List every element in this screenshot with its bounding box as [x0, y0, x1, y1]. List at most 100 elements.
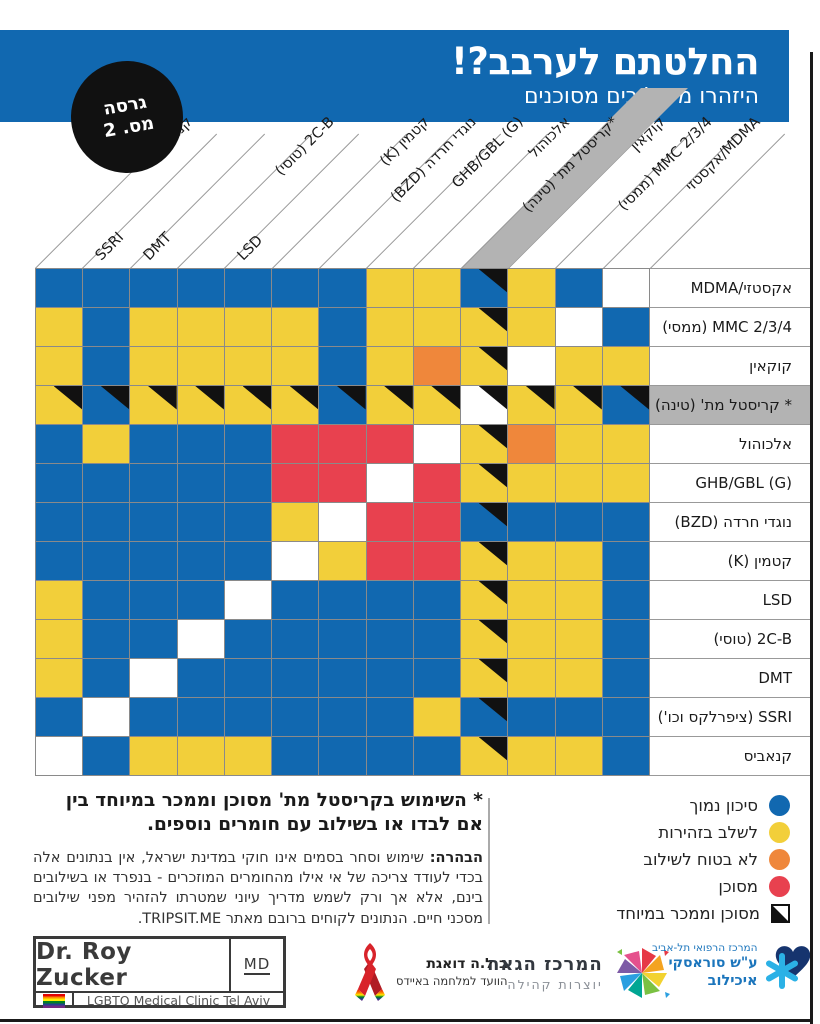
matrix-cell	[272, 737, 319, 775]
matrix-cell	[83, 542, 130, 580]
matrix-cell	[177, 620, 224, 658]
row-label-text: MMC 2/3/4 (ממסי)	[662, 318, 792, 336]
addictive-triangle-icon	[478, 386, 508, 410]
matrix-cell	[555, 308, 602, 346]
matrix-cell	[319, 542, 366, 580]
matrix-cell	[177, 464, 224, 502]
matrix-cell	[177, 308, 224, 346]
matrix-cell	[224, 503, 272, 541]
row-label-text: אלכוהול	[739, 435, 792, 453]
matrix-cell	[461, 542, 508, 580]
matrix-cell	[319, 581, 366, 619]
matrix-cell	[83, 737, 130, 775]
matrix-cell	[366, 269, 413, 307]
zucker-md: MD	[243, 955, 271, 975]
matrix-cell	[36, 581, 83, 619]
matrix-cell	[36, 464, 83, 502]
addictive-triangle-icon	[478, 620, 508, 644]
row-label-text: קוקאין	[749, 357, 792, 375]
notes-block: * השימוש בקריסטל מת' מסוכן וממכר במיוחד …	[33, 789, 483, 929]
matrix-cell	[366, 347, 413, 385]
matrix-cell	[366, 659, 413, 697]
matrix-cell	[319, 659, 366, 697]
matrix-cell	[130, 503, 177, 541]
row-label-text: 2C-B (טוסי)	[713, 630, 792, 648]
zucker-logo: Dr. Roy Zucker MD LGBTQ Medical Clinic T…	[33, 936, 286, 1008]
matrix-cell	[83, 620, 130, 658]
page-title: החלטתם לערבב?!	[450, 39, 760, 83]
matrix-cell	[224, 347, 272, 385]
row-label-text: SSRI (ציפרלקס וכו')	[657, 708, 792, 726]
matrix-cell	[36, 269, 83, 307]
matrix-cell	[272, 386, 319, 424]
crystal-footnote: * השימוש בקריסטל מת' מסוכן וממכר במיוחד …	[65, 790, 483, 836]
matrix-cell	[130, 308, 177, 346]
matrix-cell	[130, 347, 177, 385]
matrix-cell	[319, 503, 366, 541]
addictive-triangle-icon	[573, 386, 602, 410]
matrix-cell	[555, 347, 602, 385]
matrix-cell	[366, 464, 413, 502]
matrix-cell	[319, 269, 366, 307]
row-label-text: GHB/GBL (G)	[695, 474, 792, 492]
matrix-cell	[602, 659, 649, 697]
matrix-cell	[508, 308, 555, 346]
matrix-cell	[602, 464, 649, 502]
addictive-triangle-icon	[336, 386, 366, 410]
matrix-cell	[83, 698, 130, 736]
matrix-cell	[461, 464, 508, 502]
matrix-cell	[413, 308, 461, 346]
matrix-cell	[413, 542, 461, 580]
matrix-cell	[224, 542, 272, 580]
pride-line2: יוצרות קהילה	[507, 977, 603, 992]
matrix-cell	[602, 269, 649, 307]
matrix-cell	[413, 386, 461, 424]
legend-item: מסוכן וממכר במיוחד	[497, 900, 790, 927]
addictive-triangle-icon	[53, 386, 83, 410]
matrix-cell	[36, 386, 83, 424]
matrix-cell	[602, 425, 649, 463]
matrix-cell	[83, 503, 130, 541]
legend-label: לא בטוח לשילוב	[643, 850, 758, 869]
matrix-cell	[83, 425, 130, 463]
matrix-cell	[366, 620, 413, 658]
matrix-cell	[224, 620, 272, 658]
matrix-cell	[224, 659, 272, 697]
disclaimer: הבהרה: שימוש וסחר בסמים אינו חוקי במדינת…	[33, 848, 483, 929]
matrix-cell	[130, 542, 177, 580]
matrix-cell	[508, 503, 555, 541]
addictive-triangle-icon	[478, 737, 508, 761]
addictive-triangle-icon	[242, 386, 272, 410]
row-label: * קריסטל מת' (טינה)	[650, 386, 812, 425]
matrix-cell	[272, 425, 319, 463]
legend-circle-icon	[769, 876, 790, 897]
aids-committee-logo: ב.ל.ה דואגת הוועד למלחמה באיידס	[352, 940, 508, 1004]
addictive-triangle-icon	[478, 308, 508, 332]
matrix-cell	[177, 347, 224, 385]
matrix-cell	[272, 581, 319, 619]
matrix-cell	[319, 425, 366, 463]
matrix-cell	[413, 698, 461, 736]
matrix-cell	[224, 581, 272, 619]
matrix-cell	[508, 464, 555, 502]
matrix-cell	[508, 347, 555, 385]
legend-triangle-icon	[771, 904, 790, 923]
matrix-cell	[461, 737, 508, 775]
matrix-cell	[508, 542, 555, 580]
matrix-cell	[366, 737, 413, 775]
matrix-cell	[319, 386, 366, 424]
legend-label: מסוכן	[718, 877, 758, 896]
legend-item: מסוכן	[497, 873, 790, 900]
matrix-cell	[602, 503, 649, 541]
matrix-cell	[555, 542, 602, 580]
matrix-cell	[555, 269, 602, 307]
triangle-glyph	[773, 906, 788, 921]
matrix-cell	[36, 542, 83, 580]
matrix-cell	[224, 698, 272, 736]
row-label-text: קנאביס	[743, 747, 792, 765]
matrix-cell	[83, 581, 130, 619]
matrix-cell	[413, 620, 461, 658]
addictive-triangle-icon	[478, 581, 508, 605]
matrix-cell	[461, 620, 508, 658]
row-label: SSRI (ציפרלקס וכו')	[650, 698, 812, 737]
